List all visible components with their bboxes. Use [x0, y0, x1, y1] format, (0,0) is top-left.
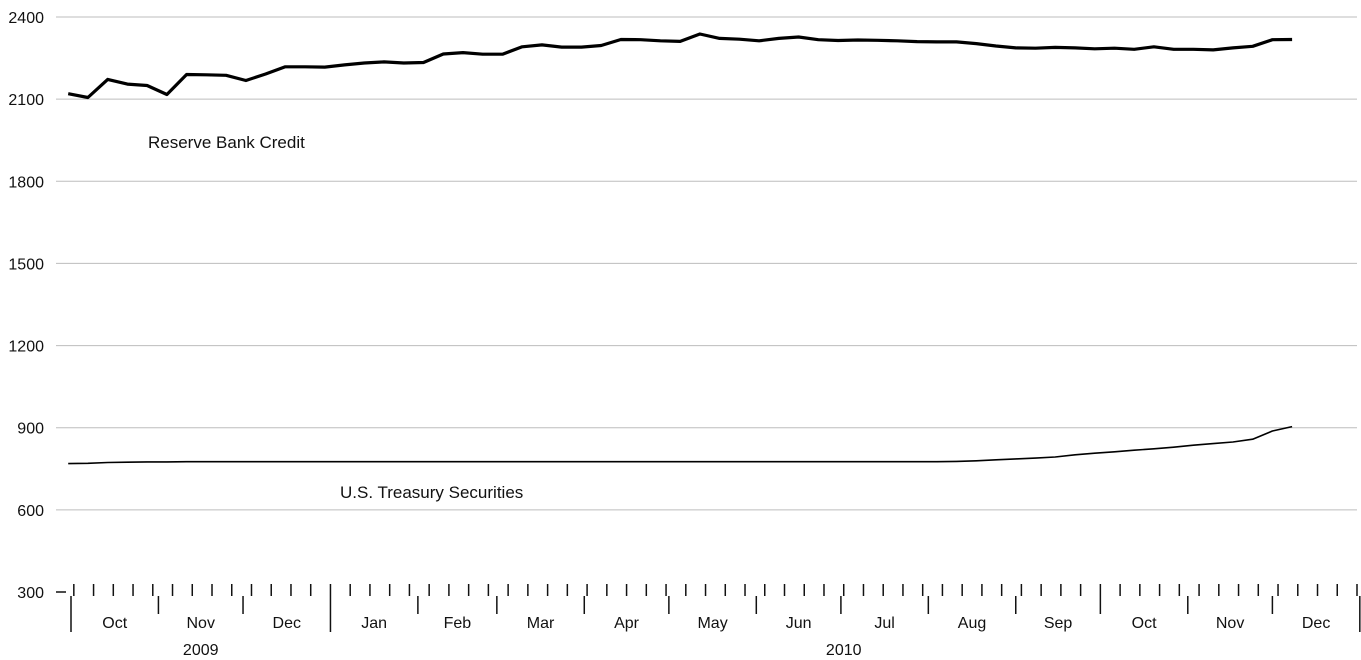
series-line-u-s-treasury-securities [68, 425, 1293, 465]
month-label: Dec [1302, 615, 1330, 632]
gridlines [56, 16, 1357, 511]
y-tick-label: 2100 [8, 92, 44, 109]
series-lines [67, 32, 1293, 465]
month-label: Sep [1044, 615, 1073, 632]
year-label: 2009 [183, 642, 219, 659]
y-tick-label: 2400 [8, 10, 44, 27]
month-label: Oct [1132, 615, 1157, 632]
y-tick-label: 1500 [8, 256, 44, 273]
y-axis: 2400 2100 1800 1500 1200 900 600 300 [8, 10, 66, 602]
x-axis: Oct Nov Dec Jan Feb Mar Apr May Jun Jul Aug Sep Oct N… [70, 584, 1361, 659]
series-line-reserve-bank-credit [67, 32, 1293, 100]
month-label: Nov [187, 615, 215, 632]
month-label: Aug [958, 615, 986, 632]
month-label: Oct [102, 615, 127, 632]
y-tick-label: 600 [17, 503, 44, 520]
month-label: Jun [786, 615, 812, 632]
series-label-us-treasury-securities: U.S. Treasury Securities [340, 483, 523, 502]
month-label: Jul [874, 615, 894, 632]
year-label: 2010 [826, 642, 862, 659]
y-tick-label: 900 [17, 421, 44, 438]
y-tick-label: 1800 [8, 174, 44, 191]
y-tick-label: 1200 [8, 339, 44, 356]
month-label: Nov [1216, 615, 1244, 632]
month-label: Jan [361, 615, 387, 632]
month-label: Apr [614, 615, 640, 632]
y-tick-label: 300 [17, 585, 44, 602]
series-label-reserve-bank-credit: Reserve Bank Credit [148, 133, 305, 152]
month-label: Dec [273, 615, 301, 632]
month-label: Mar [527, 615, 555, 632]
month-label: May [697, 615, 727, 632]
month-label: Feb [444, 615, 472, 632]
